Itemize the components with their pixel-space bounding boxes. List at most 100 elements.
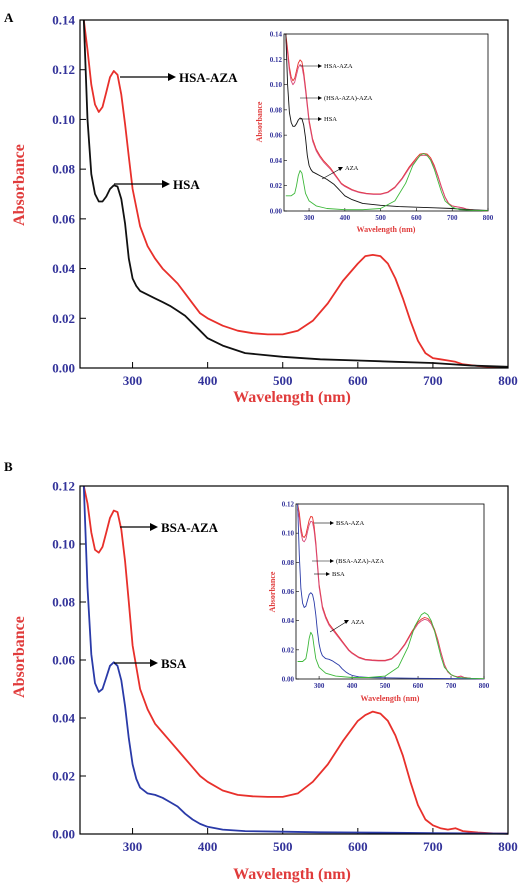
inset-a-xtick-label: 800 (483, 214, 494, 222)
panel-b-frame (79, 485, 509, 835)
panel-a-ytick-label: 0.02 (52, 311, 75, 326)
panel-a-x-axis: 300 400 500 600 700 800 (123, 362, 518, 388)
inset-b-label-mixture: (BSA-AZA)-AZA (336, 558, 384, 565)
inset-b-xtick-label: 300 (314, 682, 325, 690)
inset-a-label-aza: AZA (345, 165, 359, 172)
panel-b-xtick-label: 700 (423, 839, 443, 854)
panel-a-xtick-label: 500 (273, 373, 293, 388)
panel-b-ytick-label: 0.00 (52, 827, 75, 842)
panel-a-xlabel: Wavelength (nm) (233, 389, 351, 406)
panel-a-ytick-label: 0.06 (52, 211, 75, 226)
panel-b-inset: 0.00 0.02 0.04 0.06 0.08 0.10 0.12 300 400 500 60… (268, 501, 490, 704)
label-hsa-aza: HSA-AZA (179, 70, 238, 85)
panel-b-xtick-label: 500 (273, 839, 293, 854)
panel-a-ytick-label: 0.12 (52, 62, 75, 77)
panel-b-letter: B (4, 459, 13, 474)
inset-b-ytick-label: 0.06 (282, 588, 295, 596)
panel-b-ylabel: Absorbance (11, 616, 28, 698)
panel-a-xtick-label: 800 (498, 373, 518, 388)
label-bsa: BSA (161, 656, 187, 671)
panel-a-xtick-label: 400 (198, 373, 218, 388)
panel-b-xlabel: Wavelength (nm) (233, 866, 351, 883)
inset-b-xtick-label: 800 (479, 682, 490, 690)
panel-b-ytick-label: 0.02 (52, 769, 75, 784)
inset-b-ytick-label: 0.02 (282, 646, 295, 654)
panel-a-series-hsa-aza (82, 19, 509, 369)
inset-b-xtick-label: 700 (446, 682, 457, 690)
panel-b-annotation-bsa-aza: BSA-AZA (120, 520, 219, 535)
panel-a-inset: 0.00 0.02 0.04 0.06 0.08 0.10 0.12 0.14 300 400 5… (255, 31, 494, 235)
panel-b-xtick-label: 300 (123, 839, 143, 854)
panel-b-annotation-bsa: BSA (114, 656, 187, 671)
panel-a-ytick-label: 0.10 (52, 112, 75, 127)
panel-a-ytick-label: 0.04 (52, 261, 75, 276)
inset-b-series (297, 503, 485, 680)
panel-b-y-axis: 0.00 0.02 0.04 0.06 0.08 0.10 0.12 (52, 479, 86, 842)
inset-a-xtick-label: 500 (375, 214, 386, 222)
panel-b: B Absorbance Wavelength (nm) 0.000.020.0… (4, 459, 518, 883)
inset-a-xtick-label: 300 (304, 214, 315, 222)
panel-b-x-axis: 300 400 500 600 700 800 (123, 828, 518, 854)
panel-a-xtick-label: 700 (423, 373, 443, 388)
inset-b-series-aza (297, 612, 485, 680)
inset-a-ytick-label: 0.02 (270, 182, 283, 190)
panel-b-ytick-label: 0.12 (52, 479, 75, 494)
label-hsa: HSA (173, 177, 200, 192)
inset-b-ytick-label: 0.08 (282, 559, 295, 567)
panel-a-series (82, 19, 509, 369)
inset-a-xtick-label: 400 (340, 214, 351, 222)
inset-a-ytick-label: 0.12 (270, 56, 283, 64)
panel-a-annotation-hsa-aza: HSA-AZA (120, 70, 238, 85)
panel-a-xtick-label: 300 (123, 373, 143, 388)
panel-a: A Absorbance Wavelength (nm) 0.000.020.0… (4, 10, 518, 406)
inset-a-frame (283, 33, 489, 212)
panel-a-frame (79, 19, 509, 369)
inset-b-ytick-label: 0.12 (282, 501, 295, 509)
panel-b-ytick-label: 0.04 (52, 711, 75, 726)
inset-a-series--hsa-aza-aza (285, 39, 489, 212)
panel-b-xtick-label: 400 (198, 839, 218, 854)
inset-a-ylabel: Absorbance (255, 101, 264, 142)
inset-a-ytick-label: 0.10 (270, 81, 283, 89)
inset-a-xtick-label: 700 (447, 214, 458, 222)
inset-a-ytick-label: 0.06 (270, 132, 283, 140)
inset-b-label-complex: BSA-AZA (336, 520, 364, 527)
inset-b-series-bsa (297, 503, 485, 680)
panel-a-series-hsa (82, 19, 509, 368)
panel-a-ytick-label: 0.00 (52, 361, 75, 376)
panel-b-ytick-label: 0.06 (52, 653, 75, 668)
panel-b-xtick-label: 600 (348, 839, 368, 854)
inset-a-ytick-label: 0.08 (270, 106, 283, 114)
inset-b-xtick-label: 600 (413, 682, 424, 690)
inset-b-xtick-label: 500 (380, 682, 391, 690)
inset-b-ytick-label: 0.10 (282, 530, 295, 538)
inset-a-ytick-label: 0.00 (270, 208, 283, 216)
panel-a-ylabel: Absorbance (11, 144, 28, 226)
panel-a-y-axis: 0.00 0.02 0.04 0.06 0.08 0.10 0.12 0.14 (52, 13, 86, 376)
inset-b-ylabel: Absorbance (268, 571, 277, 612)
inset-a-series-aza (285, 153, 489, 212)
inset-a-xtick-label: 600 (411, 214, 422, 222)
inset-b-ytick-label: 0.00 (282, 676, 295, 684)
inset-a-series (285, 33, 489, 212)
panel-a-ytick-label: 0.08 (52, 162, 75, 177)
panel-b-series-bsa-aza (82, 485, 509, 835)
label-bsa-aza: BSA-AZA (161, 520, 219, 535)
inset-b-xlabel: Wavelength (nm) (361, 694, 420, 703)
inset-b-frame (295, 503, 485, 680)
inset-b-label-protein: BSA (332, 571, 345, 578)
inset-b-y-axis: 0.00 0.02 0.04 0.06 0.08 0.10 0.12 (282, 501, 299, 684)
inset-a-label-protein: HSA (324, 116, 337, 123)
panel-b-xtick-label: 800 (498, 839, 518, 854)
inset-a-ytick-label: 0.14 (270, 31, 283, 39)
inset-b-xtick-label: 400 (347, 682, 358, 690)
panel-a-annotation-hsa: HSA (114, 177, 200, 192)
inset-b-ytick-label: 0.04 (282, 617, 295, 625)
inset-b-label-aza: AZA (351, 619, 365, 626)
panel-b-series (82, 485, 509, 835)
inset-a-series-hsa (285, 33, 489, 211)
inset-a-label-complex: HSA-AZA (324, 63, 353, 70)
panel-b-ytick-label: 0.08 (52, 595, 75, 610)
inset-a-ytick-label: 0.04 (270, 157, 283, 165)
